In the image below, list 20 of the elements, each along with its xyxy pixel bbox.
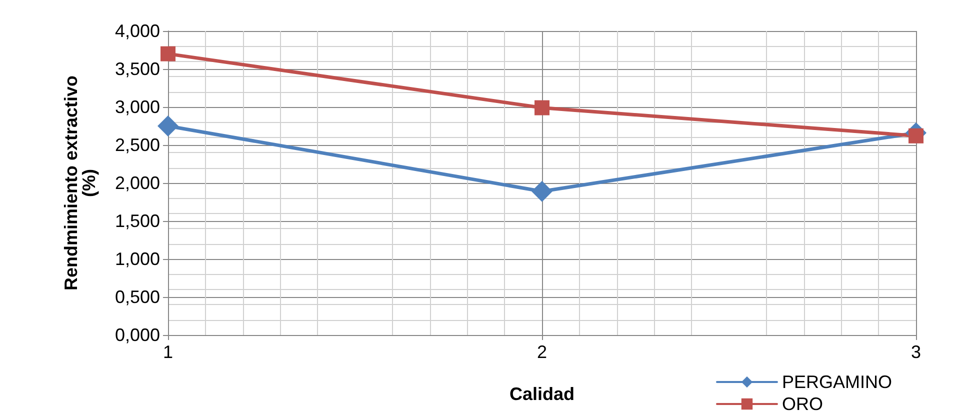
x-tick-label: 2	[536, 342, 548, 362]
y-tick-label: 4,000	[114, 21, 160, 41]
y-axis-title: Rendmimiento extractivo (%)	[61, 75, 99, 291]
y-tick-label: 1,500	[114, 211, 160, 231]
y-tick-label: 3,500	[114, 59, 160, 79]
point	[160, 46, 176, 62]
x-tick-label: 3	[910, 342, 922, 362]
legend-label: PERGAMINO	[782, 372, 892, 392]
point	[534, 100, 550, 116]
x-tick-label: 1	[162, 342, 174, 362]
y-tick-label: 0,000	[114, 325, 160, 345]
x-axis-title: Calidad	[509, 384, 575, 404]
y-tick-label: 0,500	[114, 287, 160, 307]
y-tick-label: 3,000	[114, 97, 160, 117]
y-tick-label: 2,000	[114, 173, 160, 193]
y-tick-label: 2,500	[114, 135, 160, 155]
legend-label: ORO	[782, 394, 824, 414]
y-tick-label: 1,000	[114, 249, 160, 269]
point	[532, 180, 552, 202]
point	[158, 116, 178, 136]
